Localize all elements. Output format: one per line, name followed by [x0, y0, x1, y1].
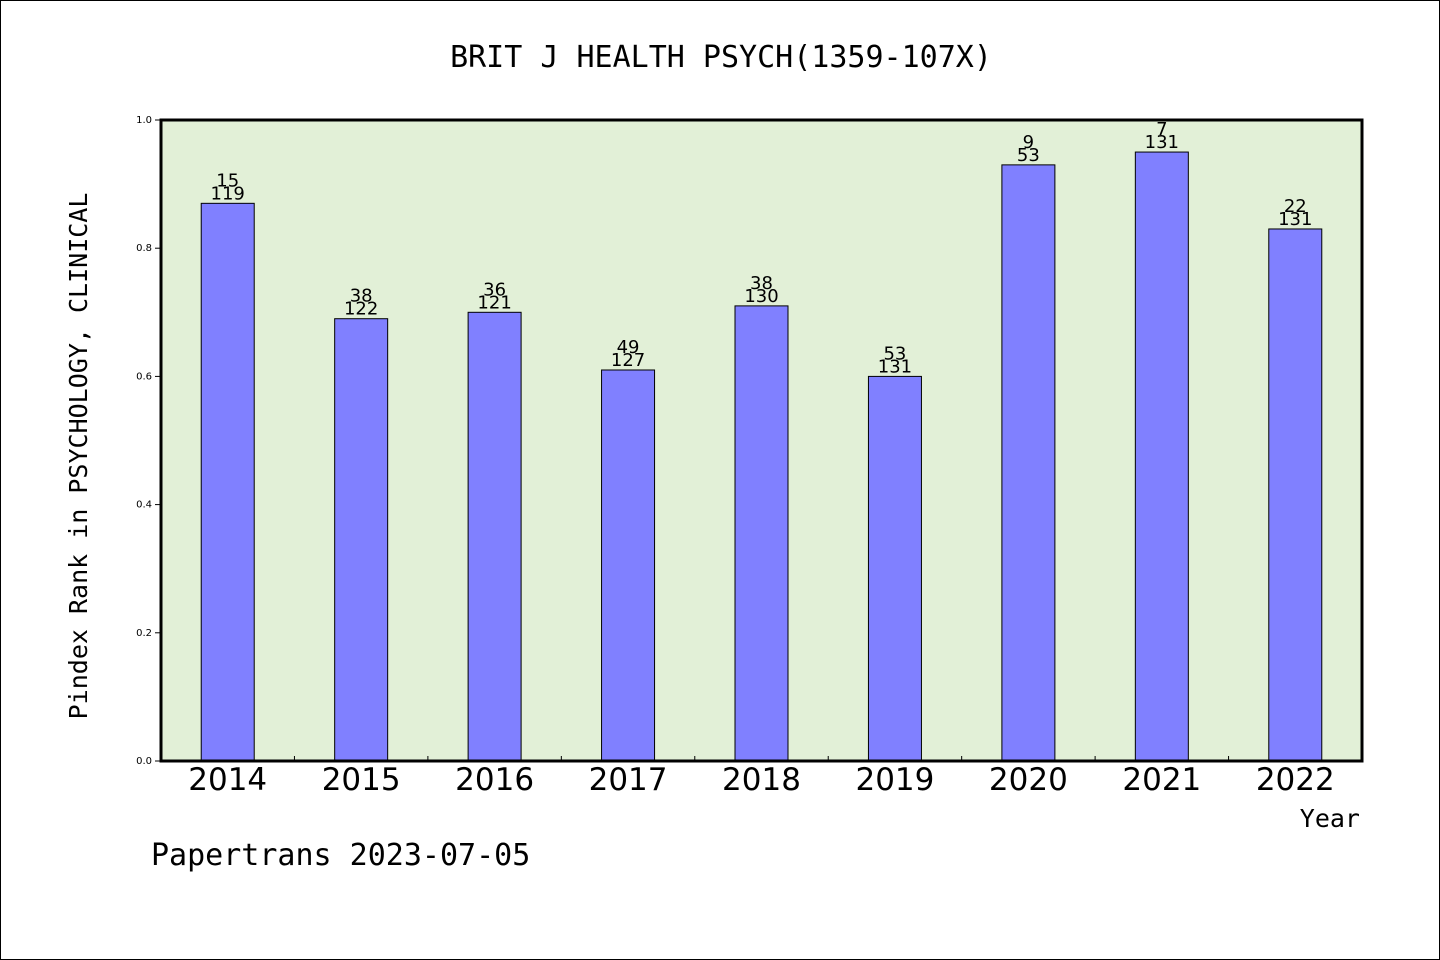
footer-credit: Papertrans 2023-07-05: [151, 838, 530, 873]
y-tick-label: 0.6: [136, 371, 152, 382]
bar-2014: [200, 202, 255, 762]
rank-label: 15: [216, 170, 239, 191]
total-label: 131: [878, 356, 912, 377]
bar-series: [200, 151, 1323, 762]
y-tick-label: 0.8: [136, 243, 152, 254]
x-axis-label: Year: [1300, 804, 1360, 833]
rank-label: 38: [750, 273, 773, 294]
x-axis: 2014 2015 2016 2017 2018 2019 2020 2021 2022: [188, 756, 1335, 798]
total-label: 119: [211, 183, 245, 204]
rank-label: 38: [350, 286, 373, 307]
total-label: 127: [611, 350, 645, 371]
bar-2022: [1268, 228, 1323, 762]
total-label: 130: [744, 286, 778, 307]
y-tick-label: 0.2: [136, 628, 152, 639]
bar-2020: [1001, 164, 1056, 762]
bar-2019: [867, 375, 922, 762]
bar-2016: [467, 311, 522, 762]
rank-label: 36: [483, 279, 506, 300]
rank-label: 9: [1023, 132, 1034, 153]
y-axis-label: Pindex Rank in PSYCHOLOGY, CLINICAL: [64, 193, 93, 720]
plot-border: [159, 118, 1364, 763]
x-tick-label: 2016: [455, 762, 534, 798]
total-label: 121: [477, 292, 511, 313]
total-label: 131: [1278, 209, 1312, 230]
total-label: 131: [1145, 132, 1179, 153]
x-tick-label: 2022: [1256, 762, 1335, 798]
x-tick-label: 2019: [855, 762, 934, 798]
rank-label: 53: [883, 343, 906, 364]
x-tick-label: 2018: [722, 762, 801, 798]
x-tick-label: 2021: [1122, 762, 1201, 798]
total-label: 53: [1017, 145, 1040, 166]
total-label: 122: [344, 299, 378, 320]
y-axis: 0.0 0.2 0.4 0.6 0.8 1.0: [136, 115, 161, 767]
bar-2021: [1134, 151, 1189, 762]
x-tick-label: 2015: [322, 762, 401, 798]
rank-label: 7: [1156, 119, 1167, 140]
bar-2018: [734, 305, 789, 762]
chart-title: BRIT J HEALTH PSYCH(1359-107X): [450, 40, 992, 75]
rank-label: 22: [1284, 196, 1307, 217]
bar-2017: [601, 369, 656, 762]
rank-label: 49: [617, 337, 640, 358]
data-labels: 1511938122361214912738130531319537131221…: [211, 119, 1313, 377]
x-tick-label: 2014: [188, 762, 267, 798]
bar-2015: [334, 318, 389, 762]
x-tick-label: 2017: [589, 762, 668, 798]
y-tick-label: 1.0: [136, 115, 152, 126]
y-tick-label: 0.0: [136, 756, 152, 767]
y-tick-label: 0.4: [136, 500, 152, 511]
x-tick-label: 2020: [989, 762, 1068, 798]
